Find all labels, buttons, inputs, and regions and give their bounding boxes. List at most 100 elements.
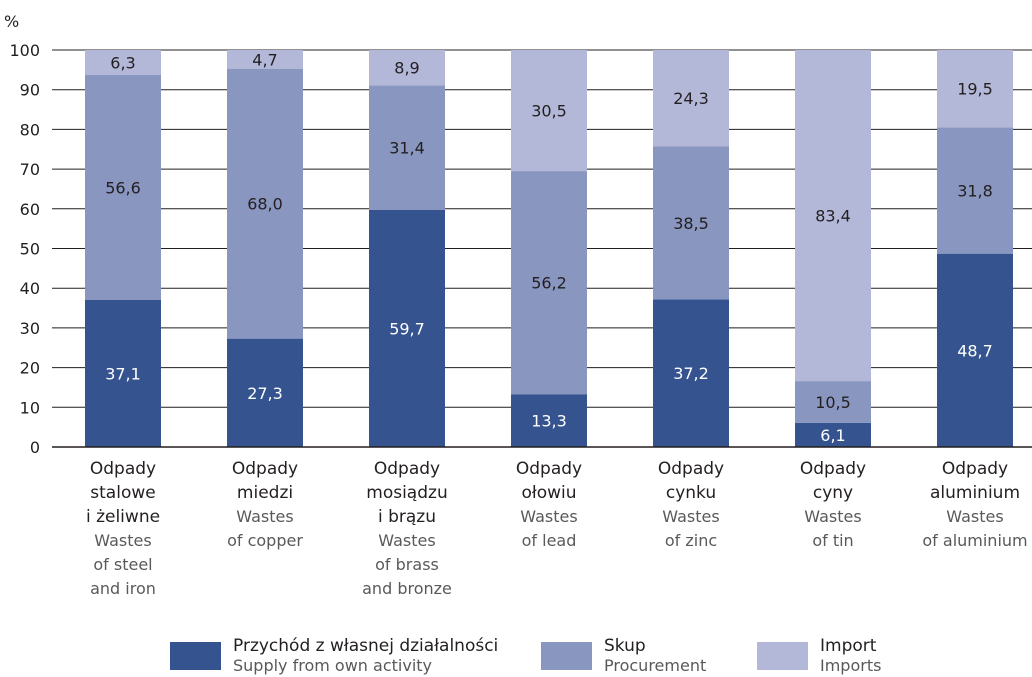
bar-segment	[795, 381, 871, 423]
bar-segment	[937, 253, 1013, 447]
category-label-en: of tin	[812, 531, 853, 550]
category-label: Odpady ołowiu Wastes of lead	[516, 459, 582, 550]
bars	[85, 50, 1013, 447]
y-tick-label: 100	[9, 41, 40, 60]
value-label: 30,5	[531, 102, 567, 121]
value-label: 31,8	[957, 182, 993, 201]
legend-label-pl: Skup	[604, 636, 646, 656]
bar-segment	[937, 50, 1013, 128]
y-tick-label: 0	[30, 438, 40, 457]
value-label: 38,5	[673, 214, 709, 233]
bar-segment	[653, 146, 729, 300]
value-label: 56,2	[531, 274, 567, 293]
category-label-en: of brass	[375, 555, 439, 574]
category-label-en: Wastes	[236, 507, 293, 526]
bar-segment	[511, 50, 587, 172]
value-label: 24,3	[673, 89, 709, 108]
category-label-en: of aluminium	[922, 531, 1027, 550]
legend-swatch	[170, 642, 221, 670]
category-labels: Odpady stalowe i żeliwne Wastes of steel and …	[86, 459, 1028, 598]
bar-segment	[653, 50, 729, 147]
category-label: Odpady miedzi Wastes of copper	[227, 459, 303, 550]
category-label: Odpady cyny Wastes of tin	[800, 459, 866, 550]
value-labels: 37,1 56,6 6,3 27,3 68,0 4,7 59,7 31,4 8,9 13,3 56,…	[105, 50, 993, 445]
category-label-en: of lead	[522, 531, 577, 550]
category-label-en: of copper	[227, 531, 303, 550]
bar-segment	[369, 50, 445, 86]
category-label-pl: Odpady	[658, 459, 724, 479]
category-label-en: Wastes	[94, 531, 151, 550]
value-label: 59,7	[389, 319, 425, 338]
category-label-pl: i żeliwne	[86, 507, 160, 527]
bar-segment	[937, 127, 1013, 254]
category-label-en: Wastes	[662, 507, 719, 526]
y-axis-ticks: 0 10 20 30 40 50 60 70 80 90 100	[9, 41, 40, 457]
bar-segment	[795, 422, 871, 447]
bar-segment	[85, 299, 161, 447]
category-label-en: Wastes	[804, 507, 861, 526]
y-tick-label: 50	[20, 240, 40, 259]
bar-segment	[85, 75, 161, 300]
bar-segment	[511, 394, 587, 447]
category-label-en: Wastes	[378, 531, 435, 550]
category-label-en: and bronze	[362, 579, 452, 598]
bar-segment	[227, 68, 303, 339]
legend-swatch	[541, 642, 592, 670]
category-label-pl: Odpady	[942, 459, 1008, 479]
value-label: 56,6	[105, 178, 141, 197]
category-label-pl: Odpady	[90, 459, 156, 479]
category-label-en: of steel	[93, 555, 152, 574]
bar-segment	[369, 85, 445, 210]
value-label: 83,4	[815, 207, 851, 226]
category-label-en: of zinc	[665, 531, 717, 550]
category-label-pl: mosiądzu	[366, 483, 447, 503]
category-label-en: Wastes	[946, 507, 1003, 526]
legend-label-en: Supply from own activity	[233, 656, 432, 675]
legend-label-en: Imports	[820, 656, 881, 675]
bar-segment	[511, 171, 587, 395]
legend-label-pl: Przychód z własnej działalności	[233, 636, 498, 656]
value-label: 37,2	[673, 364, 709, 383]
value-label: 13,3	[531, 412, 567, 431]
value-label: 68,0	[247, 195, 283, 214]
bar-segment	[85, 50, 161, 76]
category-label-pl: Odpady	[800, 459, 866, 479]
value-label: 10,5	[815, 393, 851, 412]
category-label-pl: aluminium	[930, 483, 1020, 503]
category-label-pl: i brązu	[378, 507, 436, 527]
category-label-pl: ołowiu	[521, 483, 576, 503]
legend-label-pl: Import	[820, 636, 877, 656]
category-label-pl: Odpady	[374, 459, 440, 479]
category-label: Odpady cynku Wastes of zinc	[658, 459, 724, 550]
category-label-pl: Odpady	[516, 459, 582, 479]
legend-swatch	[757, 642, 808, 670]
y-tick-label: 80	[20, 120, 40, 139]
bar-segment	[227, 50, 303, 69]
y-tick-label: 40	[20, 279, 40, 298]
value-label: 6,1	[820, 426, 845, 445]
category-label-pl: Odpady	[232, 459, 298, 479]
y-tick-label: 30	[20, 319, 40, 338]
bar-segment	[795, 50, 871, 382]
category-label-pl: stalowe	[90, 483, 155, 503]
value-label: 6,3	[110, 54, 135, 73]
bar-segment	[369, 209, 445, 447]
category-label: Odpady aluminium Wastes of aluminium	[922, 459, 1027, 550]
value-label: 37,1	[105, 364, 141, 383]
bar-segment	[653, 299, 729, 447]
y-tick-label: 10	[20, 398, 40, 417]
y-tick-label: 90	[20, 81, 40, 100]
category-label-en: and iron	[90, 579, 156, 598]
category-label-pl: miedzi	[237, 483, 293, 503]
value-label: 19,5	[957, 80, 993, 99]
category-label-pl: cyny	[813, 483, 853, 503]
category-label-pl: cynku	[666, 483, 716, 503]
value-label: 27,3	[247, 384, 283, 403]
y-tick-label: 60	[20, 200, 40, 219]
value-label: 31,4	[389, 139, 425, 158]
